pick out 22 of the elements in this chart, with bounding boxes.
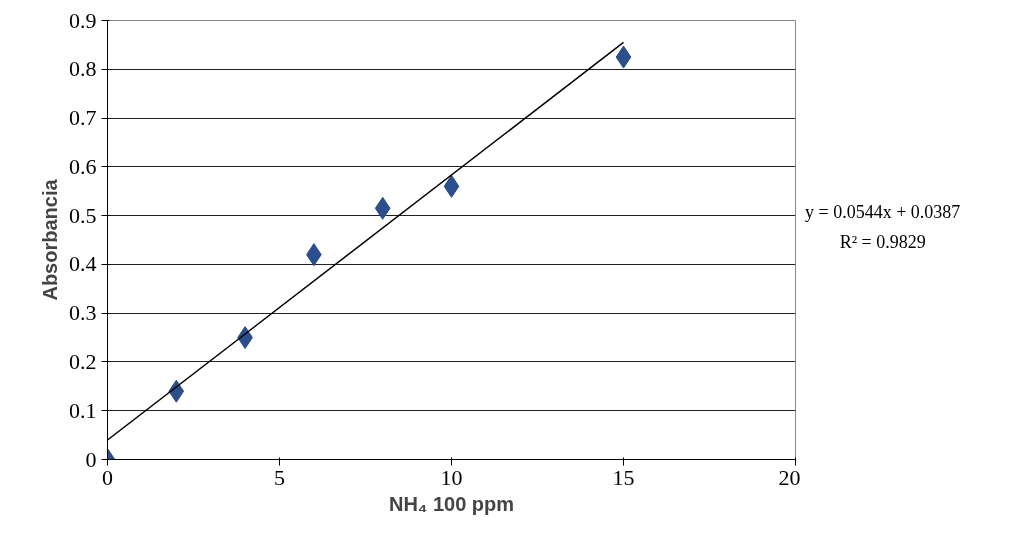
point <box>443 174 460 198</box>
x-tick-label: 15 <box>612 464 635 490</box>
text: y = 0.0544x + 0.0387 <box>805 201 961 224</box>
y-tick-label: 0.8 <box>69 56 97 82</box>
y-tick-label: 0.6 <box>69 153 97 179</box>
x-axis-title: NH₄ 100 ppm <box>388 492 515 515</box>
x-tick-label: 0 <box>102 464 113 490</box>
x-tick-label: 20 <box>778 464 801 490</box>
y-axis-title: Absorbancia <box>39 178 61 301</box>
x-tick-label: 10 <box>440 464 463 490</box>
x-tick-label: 5 <box>274 464 285 490</box>
y-tick-label: 0.2 <box>69 348 97 374</box>
y-tick-label: 0.5 <box>69 202 97 228</box>
y-tick-label: 0.4 <box>69 251 97 277</box>
y-tick-label: 0.7 <box>69 105 97 131</box>
text: R² = 0.9829 <box>838 231 927 254</box>
y-tick-label: 0.9 <box>69 7 97 33</box>
y-tick-label: 0 <box>85 446 97 472</box>
y-tick-label: 0.1 <box>69 397 97 423</box>
point <box>374 196 391 220</box>
point <box>615 45 632 69</box>
y-tick-label: 0.3 <box>69 300 97 326</box>
